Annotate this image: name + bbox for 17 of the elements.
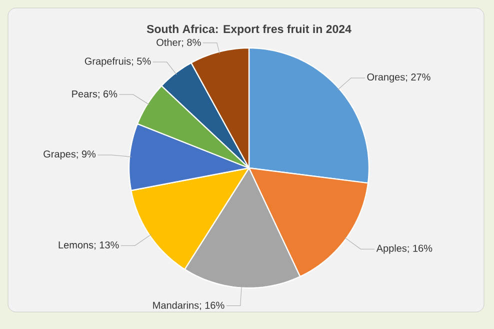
data-label: ; 5% [132, 58, 151, 66]
data-label: ; 13% [94, 241, 119, 250]
data-label: ; 9% [76, 150, 96, 159]
data-label: ; 16% [200, 302, 224, 310]
slice-label: Apples [376, 244, 407, 254]
data-label: ; 6% [98, 90, 118, 99]
slice-label: Pears [72, 90, 98, 98]
slice-label: Lemons [58, 242, 94, 249]
data-label: ; 8% [182, 38, 201, 48]
slice-label: Mandarins [153, 301, 199, 309]
slice-label: Other [156, 38, 181, 46]
data-label: ; 27% [406, 73, 430, 82]
chart-title: South Africa: Export fres fruit in 2024 [146, 24, 352, 36]
slice-label: Grapefruis [84, 57, 131, 67]
slice-label: Oranges [367, 73, 405, 83]
slice-label: Grapes [44, 150, 76, 160]
data-label: ; 16% [408, 244, 432, 253]
